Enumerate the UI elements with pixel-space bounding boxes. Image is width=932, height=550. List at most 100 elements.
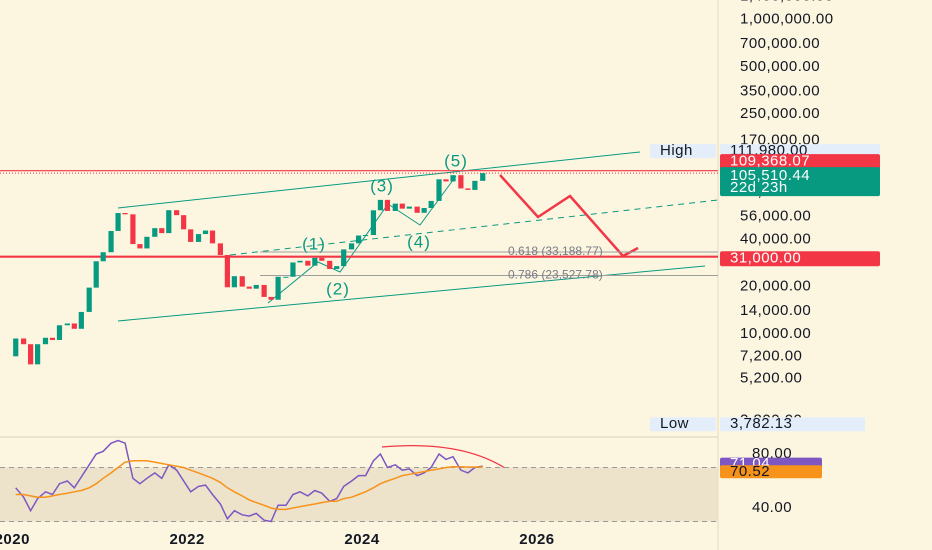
candle-body [414, 206, 420, 213]
low-text-bg [650, 417, 716, 432]
wave-label: (1) [302, 234, 326, 253]
candle-body [195, 234, 202, 242]
candle-body [399, 203, 405, 209]
channel-middle [229, 199, 719, 256]
candle-body [202, 230, 209, 235]
y-tick-label: 20,000.00 [740, 278, 811, 295]
candle-body [305, 260, 311, 266]
candle-body [465, 188, 471, 190]
candle-body [35, 344, 41, 365]
candle-body [93, 261, 99, 288]
wave-label: (5) [444, 151, 468, 170]
fib-label: 0.786 (23,527.78) [508, 268, 603, 282]
candle-body [49, 337, 56, 340]
candle-body [268, 296, 274, 300]
rsi-line [15, 460, 483, 511]
divergence-line [381, 444, 506, 469]
y-tick-label: 700,000.00 [740, 35, 820, 52]
rsi-line [15, 439, 483, 523]
candle-body [392, 203, 398, 211]
candle-body [480, 173, 486, 181]
candle-body [28, 344, 34, 365]
candle-body [13, 338, 19, 357]
candle-body [246, 286, 252, 289]
candle-body [428, 200, 434, 208]
candle-body [384, 199, 391, 211]
candle-body [348, 243, 355, 250]
candle-body [56, 325, 63, 340]
x-tick-label: 2024 [344, 531, 380, 548]
y-tick-label: 14,000.00 [740, 302, 811, 319]
x-tick-label: 2026 [519, 531, 554, 548]
y-tick-label: 10,000.00 [740, 325, 811, 342]
y-tick-label: 500,000.00 [740, 58, 820, 75]
y-tick-label: 1,000,000.00 [740, 11, 834, 28]
price-line-label-bg [720, 154, 880, 170]
low-value-bg [720, 417, 865, 432]
y-tick-label: 56,000.00 [740, 207, 811, 224]
y-tick-label: 1,400,000.00 [740, 0, 834, 5]
y-tick-label: 5,200.00 [740, 370, 802, 387]
price-line-label-bg [720, 251, 880, 267]
candle-body [188, 229, 194, 242]
wave-label: (2) [326, 279, 350, 298]
candle-body [217, 243, 223, 255]
candle-body [181, 215, 187, 230]
candle-body [71, 323, 77, 329]
candle-body [209, 230, 216, 244]
candle-body [406, 206, 412, 209]
candle-body [290, 262, 296, 277]
candle-body [144, 236, 150, 249]
rsi-value-bg [720, 465, 822, 479]
candle-body [275, 276, 281, 300]
candle-body [115, 213, 121, 231]
candle-body [450, 175, 456, 182]
candle-body [261, 284, 267, 297]
price-line-label: 109,368.07 [730, 153, 810, 170]
candle-body [370, 210, 377, 236]
rsi-value: 70.52 [730, 463, 770, 480]
candle-body [341, 249, 347, 267]
candle-body [122, 213, 128, 215]
last-price-bg [720, 167, 880, 197]
candle-body [86, 287, 92, 312]
candle-body [362, 235, 369, 237]
price-line-label: 31,000.00 [730, 250, 801, 267]
candle-body [436, 179, 442, 201]
candle-body [377, 199, 384, 211]
candle-body [166, 210, 172, 234]
wave-path [267, 175, 457, 304]
y-tick-label: 7,200.00 [740, 347, 802, 364]
candle-body [21, 338, 27, 345]
candle-body [152, 228, 158, 237]
candle-body [297, 260, 303, 263]
candle-body [472, 180, 478, 190]
candle-body [174, 210, 180, 216]
high-text: High [660, 142, 693, 159]
candle-body [327, 260, 333, 269]
candle-body [108, 230, 114, 253]
candle-body [421, 207, 427, 213]
candle-body [64, 323, 70, 326]
candle-body [443, 179, 449, 182]
candle-body [283, 276, 289, 278]
x-tick-label: 2022 [169, 531, 204, 548]
candle-body [458, 175, 464, 189]
candle-body [253, 284, 259, 289]
low-text: Low [660, 415, 689, 432]
candle-body [312, 257, 318, 266]
candle-body [231, 276, 237, 288]
projection-path [499, 174, 639, 258]
candle-body [355, 235, 362, 244]
candle-body [137, 244, 143, 249]
high-text-bg [650, 144, 716, 159]
wave-label: (4) [407, 232, 431, 251]
candle-body [42, 337, 49, 345]
y-tick-label: 350,000.00 [740, 82, 820, 99]
candle-body [319, 257, 325, 261]
fib-label: 0.618 (33,188.77) [508, 244, 603, 258]
last-price: 105,510.44 [730, 167, 810, 184]
